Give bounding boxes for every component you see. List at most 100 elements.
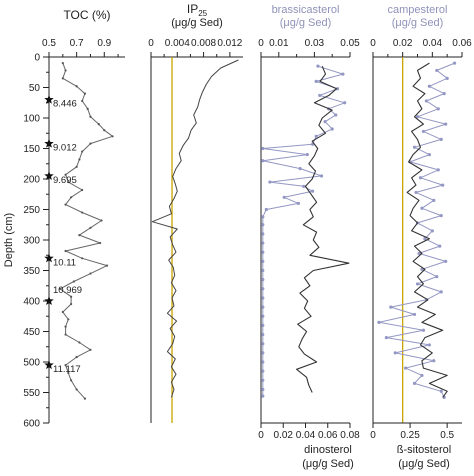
depth-tick-label: 300	[23, 236, 40, 247]
data-point	[421, 129, 426, 134]
panel-unit: (μg/g Sed)	[392, 17, 444, 29]
data-point	[268, 180, 272, 184]
age-marker-star	[44, 296, 54, 306]
top-tick-label: 0.04	[423, 38, 443, 49]
top-tick-label: 0.008	[191, 38, 216, 49]
bottom-tick-label: 0.08	[340, 430, 360, 441]
data-point	[442, 92, 446, 96]
data-point	[261, 268, 265, 273]
data-point	[439, 137, 443, 141]
data-point	[261, 146, 265, 151]
data-point	[64, 363, 67, 367]
data-point	[261, 278, 265, 282]
data-point	[75, 85, 78, 88]
depth-tick-label: 550	[23, 388, 40, 399]
depth-tick-label: 500	[23, 358, 40, 369]
data-point	[64, 325, 67, 328]
data-point	[261, 223, 265, 227]
data-point	[415, 115, 420, 119]
data-point	[282, 195, 286, 199]
age-marker-label: 10.11	[53, 257, 76, 268]
data-point	[61, 62, 64, 65]
data-point	[427, 343, 431, 347]
data-point	[261, 360, 265, 364]
data-point	[61, 310, 64, 314]
data-point	[444, 122, 448, 126]
data-point	[81, 211, 84, 214]
data-point	[436, 107, 440, 111]
panel-ip25: 0 0.004 0.008 0.012 IP25(μg/g Sed)	[148, 2, 243, 423]
data-point	[64, 333, 67, 336]
series-line-dinosterol	[296, 65, 350, 393]
data-point	[427, 84, 431, 88]
data-point	[75, 388, 78, 391]
data-point	[97, 123, 100, 126]
data-point	[427, 153, 431, 157]
data-point	[64, 203, 67, 206]
top-tick-label: 0.9	[97, 38, 111, 49]
bottom-tick-label: 0.25	[400, 430, 420, 441]
data-point	[72, 280, 75, 283]
data-point	[67, 180, 70, 184]
data-point	[61, 77, 64, 80]
data-point	[100, 219, 103, 222]
age-marker-star	[44, 253, 54, 263]
data-point	[261, 241, 265, 245]
depth-tick-label: 350	[23, 266, 40, 277]
data-point	[377, 320, 381, 324]
data-point	[70, 196, 73, 199]
bottom-axis-unit: (μg/g Sed)	[302, 458, 354, 470]
age-marker-star	[44, 360, 54, 370]
depth-tick-label: 200	[23, 175, 40, 186]
data-point	[389, 305, 393, 309]
data-point	[261, 394, 265, 398]
data-point	[404, 366, 408, 370]
panel-title: brassicasterol	[272, 4, 340, 16]
bottom-axis-unit: (μg/g Sed)	[398, 458, 450, 470]
data-point	[89, 115, 92, 118]
data-point	[78, 234, 81, 237]
data-point	[417, 251, 421, 256]
series-line-brassicasterol	[262, 65, 346, 397]
data-point	[439, 290, 443, 294]
data-point	[298, 167, 302, 171]
data-point	[335, 87, 340, 91]
depth-tick-label: 0	[34, 53, 40, 64]
data-point	[334, 113, 338, 117]
top-tick-label: 0.01	[269, 38, 289, 49]
data-point	[89, 226, 92, 229]
data-point	[323, 120, 327, 124]
data-point	[432, 359, 436, 363]
data-point	[81, 188, 84, 192]
data-point	[435, 68, 439, 73]
panel-title: IP25	[187, 2, 208, 18]
data-point	[393, 351, 397, 355]
data-point	[89, 142, 92, 145]
data-point	[302, 184, 306, 188]
data-point	[78, 341, 81, 344]
data-point	[311, 189, 315, 193]
bottom-tick-label: 0.5	[440, 430, 454, 441]
top-tick-label: 0.012	[217, 38, 242, 49]
data-point	[314, 79, 318, 83]
data-point	[439, 214, 443, 218]
data-point	[261, 232, 265, 236]
depth-axis-label: Depth (cm)	[3, 213, 15, 267]
bottom-tick-label: 0	[258, 430, 264, 441]
data-point	[105, 264, 109, 267]
data-point	[421, 328, 426, 332]
data-point	[423, 237, 427, 241]
data-point	[261, 332, 265, 337]
top-tick-label: 0	[258, 38, 264, 49]
top-tick-label: 0	[370, 38, 376, 49]
data-point	[264, 207, 268, 212]
data-point	[452, 61, 457, 65]
depth-axis: 0 50 100 150 200 250 300 350 400 450 500 550 600 Dept…	[3, 53, 50, 430]
data-point	[70, 379, 73, 382]
data-point	[436, 168, 440, 172]
data-point	[81, 257, 84, 260]
data-point	[58, 287, 62, 290]
data-point	[64, 249, 67, 253]
